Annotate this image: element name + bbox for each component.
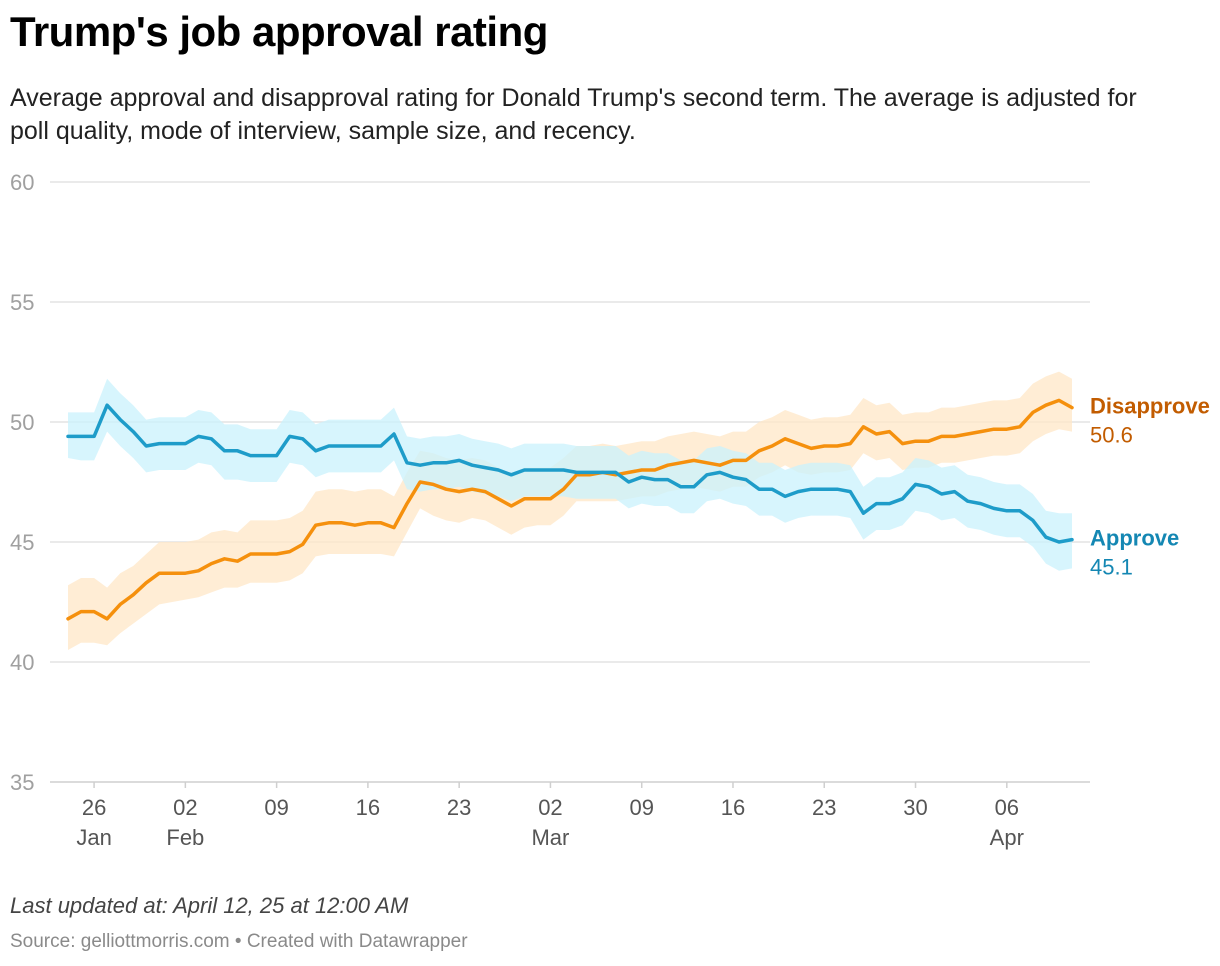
disapprove-line [66,398,1074,621]
approve-uncertainty-band [68,378,1072,571]
chart-title: Trump's job approval rating [10,8,548,55]
x-tick-label-8: 23 [812,795,836,820]
approve-value-label: 45.1 [1090,555,1133,580]
y-tick-label-55: 55 [10,290,34,315]
x-tick-label-3: 16 [356,795,380,820]
x-tick-sublabel-5: Mar [531,825,569,850]
y-tick-label-60: 60 [10,170,34,195]
x-axis: 26 Jan 02 Feb 09 16 23 02 Mar 09 16 23 30 06 Apr [76,782,1024,850]
series-end-labels: Disapprove 50.6 Approve 45.1 [1090,394,1210,580]
x-tick-sublabel-1: Feb [166,825,204,850]
y-tick-label-35: 35 [10,770,34,795]
last-updated-note: Last updated at: April 12, 25 at 12:00 A… [10,893,409,918]
disapprove-uncertainty-band [68,371,1072,650]
x-tick-label-4: 23 [447,795,471,820]
approve-line [66,403,1074,544]
x-tick-label-1: 02 [173,795,197,820]
y-tick-label-50: 50 [10,410,34,435]
y-tick-label-45: 45 [10,530,34,555]
disapprove-value-label: 50.6 [1090,423,1133,448]
x-tick-label-0: 26 [82,795,106,820]
approval-line-chart: 35 40 45 50 55 60 26 Jan 02 Feb 09 16 23 02 Mar 09 16 23… [10,170,1210,850]
x-tick-label-2: 09 [264,795,288,820]
y-axis: 35 40 45 50 55 60 [10,170,34,795]
chart-subtitle: Average approval and disapproval rating … [10,84,1137,145]
x-tick-label-9: 30 [903,795,927,820]
x-tick-sublabel-10: Apr [990,825,1024,850]
x-tick-label-5: 02 [538,795,562,820]
y-tick-label-40: 40 [10,650,34,675]
x-tick-sublabel-0: Jan [76,825,111,850]
x-tick-label-7: 16 [721,795,745,820]
disapprove-label: Disapprove [1090,394,1210,419]
series-lines [66,398,1074,621]
x-tick-label-6: 09 [629,795,653,820]
approve-label: Approve [1090,526,1179,551]
x-tick-label-10: 06 [995,795,1019,820]
confidence-bands [68,371,1072,650]
source-credit: Source: gelliottmorris.com • Created wit… [10,931,468,952]
